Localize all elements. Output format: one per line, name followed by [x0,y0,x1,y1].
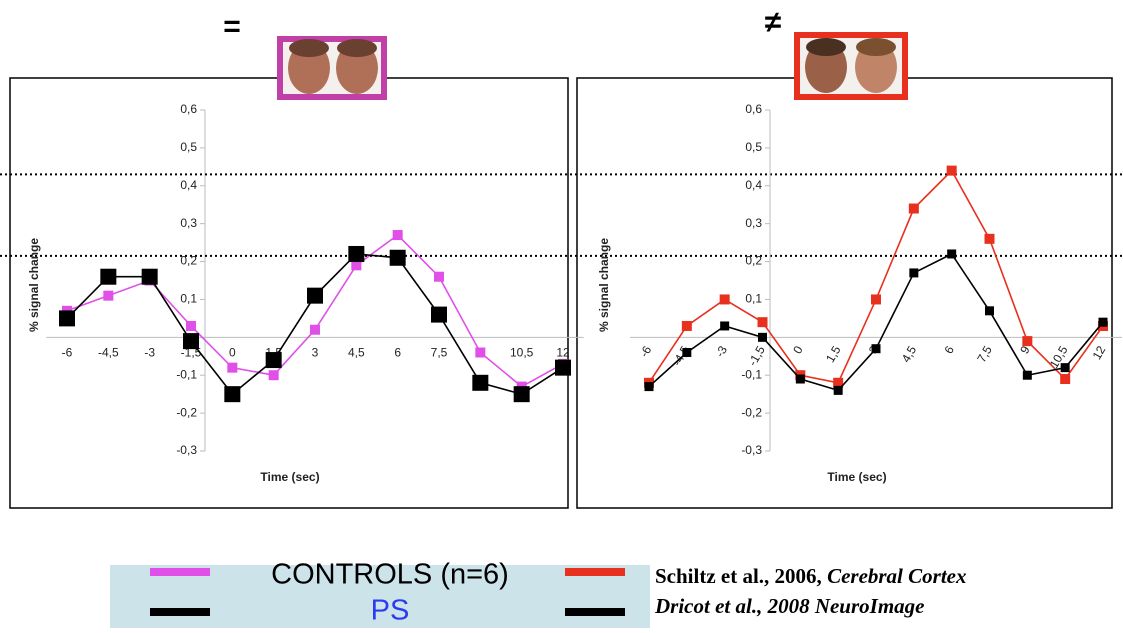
y-tick-label: 0,4 [745,178,762,192]
marker [186,320,196,331]
y-tick-label: 0,2 [180,254,197,268]
marker [392,230,403,241]
y-tick-label: -0,3 [176,443,197,457]
marker [719,294,730,305]
marker [984,233,995,244]
x-tick-label: 0 [229,346,236,360]
x-tick-label: 3 [312,346,319,360]
x-tick-label: 10,5 [510,346,534,360]
marker [555,359,571,376]
x-tick-label: -6 [62,346,73,360]
citation-text: Schiltz et al., 2006, [655,564,827,588]
y-tick-label: 0,6 [745,102,762,116]
citation-journal: et al., 2008 NeuroImage [715,594,924,618]
marker [268,370,279,381]
marker [348,245,365,262]
y-axis-title: % signal change [597,238,611,332]
marker [833,377,844,388]
equal-sign: = [223,10,241,43]
marker [909,268,919,278]
x-tick-label: 12 [1090,343,1109,362]
not-equal-sign: ≠ [765,6,782,39]
x-tick-label: 12 [556,346,570,360]
marker [833,385,843,395]
marker [908,203,919,214]
marker [434,271,444,282]
citations: Schiltz et al., 2006, Cerebral Cortex Dr… [654,564,966,618]
marker [946,165,957,176]
citation: Schiltz et al., 2006, Cerebral Cortex [655,564,966,588]
x-tick-label: 6 [394,346,401,360]
marker [389,249,406,266]
marker [100,268,117,285]
marker [1022,370,1032,380]
legend-label: PS [371,595,410,627]
y-tick-label: -0,1 [176,367,197,381]
marker [871,294,881,305]
marker [871,344,881,354]
y-tick-label: -0,2 [176,405,197,419]
panel-right [576,77,1113,509]
marker [351,260,362,271]
legend-label: CONTROLS (n=6) [271,559,509,591]
marker [431,306,447,323]
faces-different [794,32,908,100]
citation-text: Dricot [654,594,715,618]
y-tick-label: 0,5 [745,140,762,154]
panel-left [9,77,569,509]
x-tick-label: 7,5 [431,346,448,360]
marker [224,386,241,403]
citation-journal: Cerebral Cortex [827,564,966,588]
marker [1098,317,1108,327]
y-tick-label: 0,3 [180,216,197,230]
y-axis-title: % signal change [27,238,41,332]
x-axis-title: Time (sec) [260,470,319,484]
y-tick-label: -0,3 [741,443,762,457]
marker [475,347,486,358]
marker [1060,363,1070,373]
marker [985,306,994,316]
y-tick-label: 0,5 [180,140,197,154]
marker [682,347,692,357]
y-tick-label: 0,1 [180,292,197,306]
citation: Dricot et al., 2008 NeuroImage [654,594,924,618]
y-tick-label: 0,2 [745,254,762,268]
marker [947,249,957,259]
y-tick-label: 0,3 [745,216,762,230]
y-tick-label: 0,6 [180,102,197,116]
marker [757,317,768,328]
marker [720,321,730,331]
marker [141,268,158,285]
marker [1022,336,1033,347]
marker [1060,374,1071,385]
marker [310,324,320,335]
marker [59,310,75,327]
x-axis-title: Time (sec) [827,470,886,484]
x-tick-label: 4,5 [348,346,365,360]
y-tick-label: 0,1 [745,292,762,306]
y-tick-label: -0,1 [741,367,762,381]
marker [472,374,489,391]
marker [795,374,805,384]
marker [183,333,199,350]
marker [307,287,323,304]
marker [513,386,530,403]
y-tick-label: 0,4 [180,178,197,192]
faces-same [277,36,387,100]
y-tick-label: -0,2 [741,405,762,419]
marker [103,290,114,301]
marker [758,332,767,342]
marker [644,382,654,392]
x-tick-label: -4,5 [98,346,119,360]
marker [227,362,238,373]
marker [681,320,692,331]
marker [265,352,282,369]
x-tick-label: -3 [144,346,155,360]
